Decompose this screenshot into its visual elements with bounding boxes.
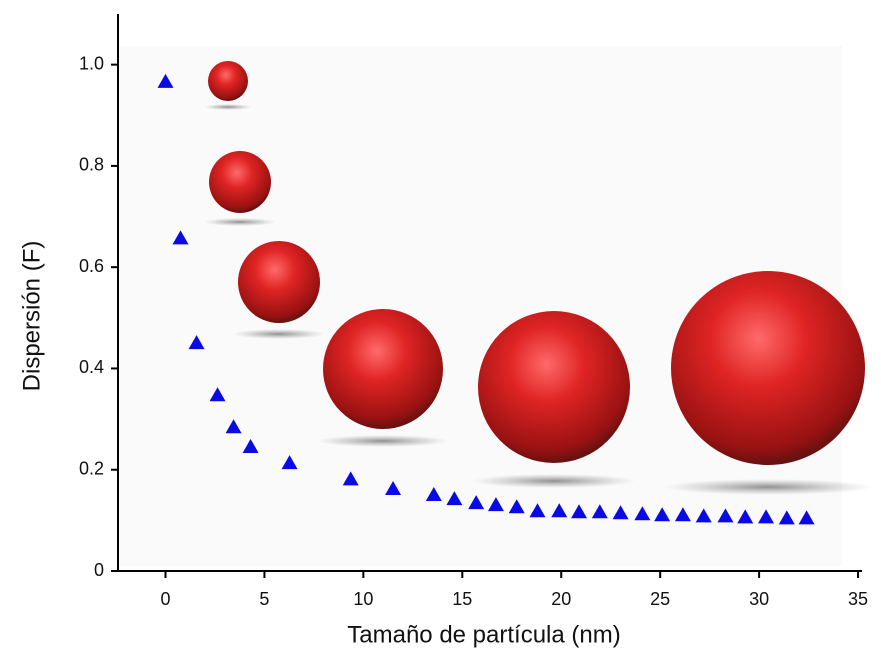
shadow xyxy=(472,474,636,488)
sphere xyxy=(478,311,630,463)
point xyxy=(634,506,651,521)
sphere xyxy=(238,241,320,323)
shadow xyxy=(204,104,252,110)
shadow xyxy=(204,218,276,226)
x-tick-label: 25 xyxy=(650,589,670,609)
point xyxy=(342,471,359,486)
point xyxy=(385,480,402,495)
shadow xyxy=(664,479,872,495)
point xyxy=(529,503,546,518)
point xyxy=(487,497,504,512)
point xyxy=(172,230,189,245)
y-tick-label: 0.2 xyxy=(79,458,104,478)
point xyxy=(798,510,815,525)
x-tick-label: 10 xyxy=(353,589,373,609)
sphere xyxy=(208,61,248,101)
x-tick-label: 15 xyxy=(452,589,472,609)
x-tick-label: 0 xyxy=(160,589,170,609)
point xyxy=(225,419,242,434)
x-tick-label: 20 xyxy=(551,589,571,609)
sphere xyxy=(209,151,271,213)
point xyxy=(737,509,754,524)
y-tick-label: 0.6 xyxy=(79,256,104,276)
point xyxy=(425,487,442,502)
point xyxy=(717,508,734,523)
point xyxy=(242,438,259,453)
point xyxy=(571,504,588,519)
point xyxy=(281,455,298,470)
point xyxy=(468,495,485,510)
point xyxy=(209,387,226,402)
point xyxy=(551,503,568,518)
decoration xyxy=(120,46,872,566)
point xyxy=(446,491,463,506)
point xyxy=(778,510,795,525)
point xyxy=(508,499,525,514)
y-axis-title: Dispersión (F) xyxy=(18,241,45,392)
point xyxy=(157,73,174,88)
y-tick-label: 0.4 xyxy=(79,357,104,377)
point xyxy=(591,504,608,519)
point xyxy=(695,508,712,523)
sphere xyxy=(671,271,865,465)
shadow xyxy=(233,329,325,339)
x-tick-label: 30 xyxy=(749,589,769,609)
shadow xyxy=(317,435,449,447)
point xyxy=(674,507,691,522)
sphere xyxy=(323,309,443,429)
point xyxy=(758,509,775,524)
y-tick-label: 1.0 xyxy=(79,53,104,73)
point xyxy=(188,335,205,350)
y-tick-label: 0.8 xyxy=(79,155,104,175)
y-tick-label: 0 xyxy=(94,560,104,580)
point xyxy=(612,505,629,520)
x-tick-label: 35 xyxy=(848,589,868,609)
x-axis-title: Tamaño de partícula (nm) xyxy=(347,621,620,648)
x-tick-label: 5 xyxy=(259,589,269,609)
point xyxy=(654,507,671,522)
